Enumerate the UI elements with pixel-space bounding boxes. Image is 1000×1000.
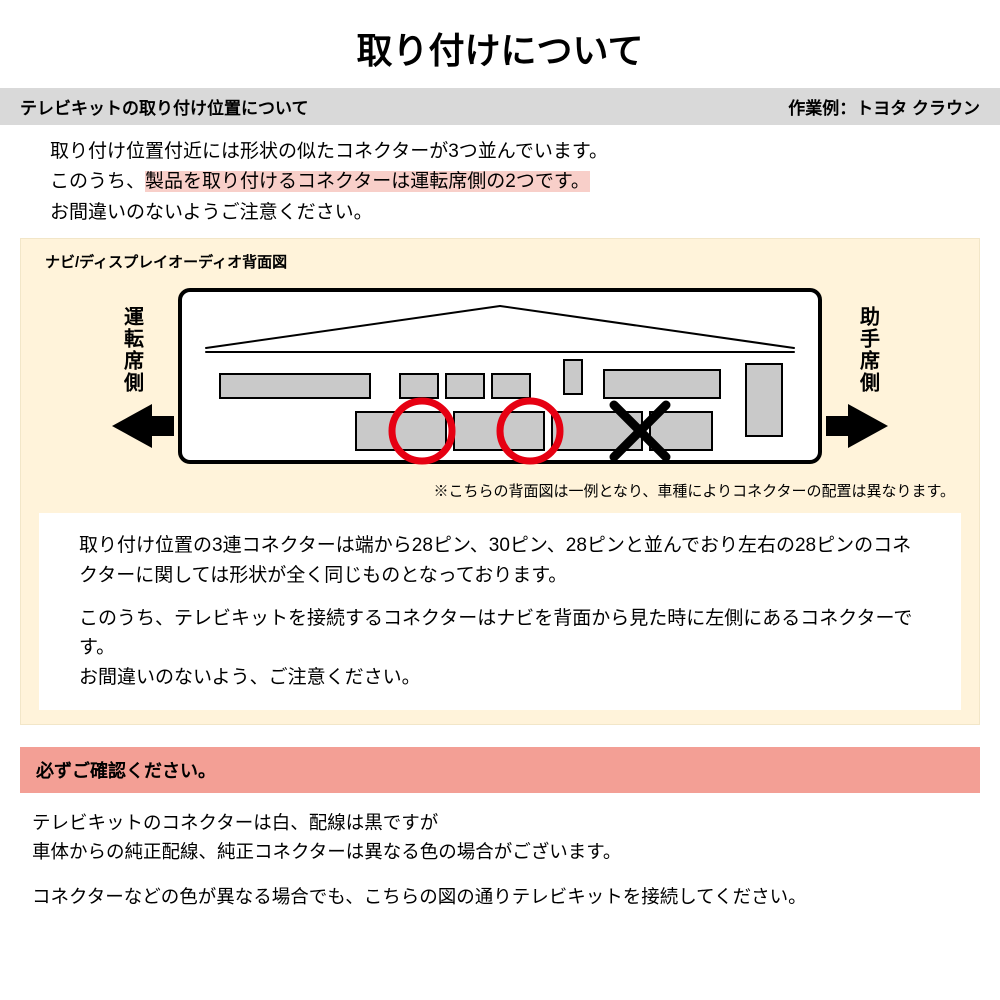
left-side: 運転席側 xyxy=(112,306,152,448)
left-label: 運転席側 xyxy=(118,306,147,394)
bottom-p2: コネクターなどの色が異なる場合でも、こちらの図の通りテレビキットを接続してくださ… xyxy=(32,883,968,912)
bottom-text: テレビキットのコネクターは白、配線は黒ですが 車体からの純正配線、純正コネクター… xyxy=(0,793,1000,911)
header-bar: テレビキットの取り付け位置について 作業例：トヨタ クラウン xyxy=(0,88,1000,125)
right-label: 助手席側 xyxy=(854,306,883,394)
inset-p1: 取り付け位置の3連コネクターは端から28ピン、30ピン、28ピンと並んでおり左右… xyxy=(79,531,921,590)
nav-rear-diagram xyxy=(160,282,840,472)
intro-line3: お間違いのないようご注意ください。 xyxy=(50,198,950,228)
bottom-p1: テレビキットのコネクターは白、配線は黒ですが 車体からの純正配線、純正コネクター… xyxy=(32,809,968,866)
inset-p2: このうち、テレビキットを接続するコネクターはナビを背面から見た時に左側にあるコネ… xyxy=(79,604,921,692)
intro-text: 取り付け位置付近には形状の似たコネクターが3つ並んでいます。 このうち、製品を取… xyxy=(0,125,1000,238)
diagram-caption: ナビ/ディスプレイオーディオ背面図 xyxy=(45,251,961,272)
cream-panel: ナビ/ディスプレイオーディオ背面図 運転席側 助手席側 ※こちらの背面図は一例と… xyxy=(20,238,980,725)
intro-line2: このうち、製品を取り付けるコネクターは運転席側の2つです。 xyxy=(50,167,950,197)
diagram-row: 運転席側 助手席側 xyxy=(39,282,961,472)
white-inset: 取り付け位置の3連コネクターは端から28ピン、30ピン、28ピンと並んでおり左右… xyxy=(39,513,961,710)
header-left: テレビキットの取り付け位置について xyxy=(20,94,309,119)
diagram-footnote: ※こちらの背面図は一例となり、車種によりコネクターの配置は異なります。 xyxy=(39,480,955,501)
page-title: 取り付けについて xyxy=(0,0,1000,88)
confirm-bar: 必ずご確認ください。 xyxy=(20,747,980,793)
intro-highlight: 製品を取り付けるコネクターは運転席側の2つです。 xyxy=(145,171,590,192)
intro-line1: 取り付け位置付近には形状の似たコネクターが3つ並んでいます。 xyxy=(50,137,950,167)
arrow-left-icon xyxy=(112,404,152,448)
right-side: 助手席側 xyxy=(848,306,888,448)
arrow-right-icon xyxy=(848,404,888,448)
header-right: 作業例：トヨタ クラウン xyxy=(788,94,980,119)
